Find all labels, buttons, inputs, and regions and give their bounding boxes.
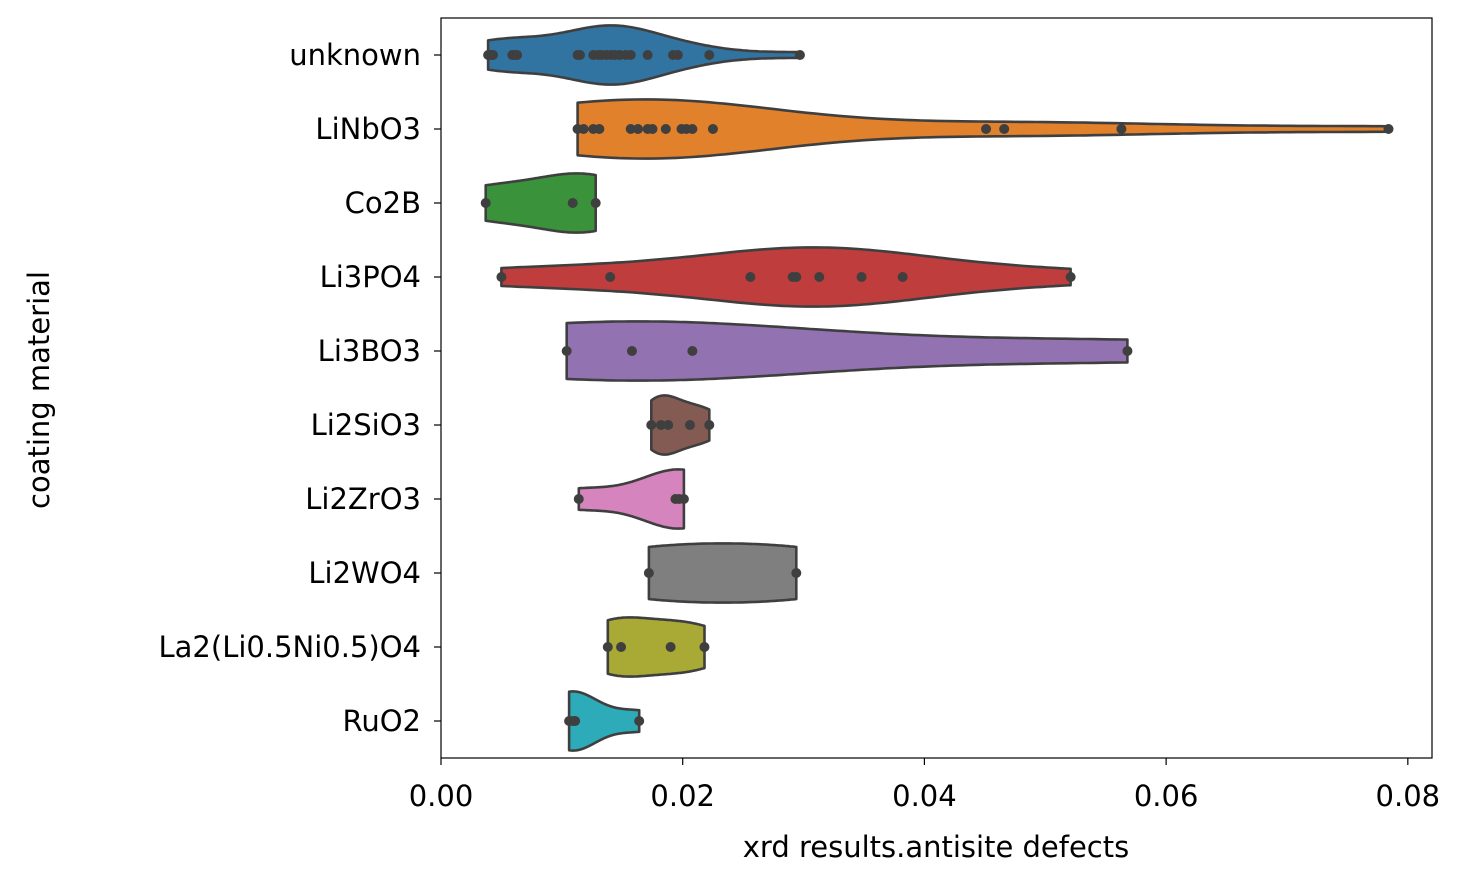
data-point xyxy=(791,272,802,282)
data-point xyxy=(665,642,676,652)
data-point xyxy=(707,124,718,134)
data-point xyxy=(687,124,698,134)
y-tick-label: Co2B xyxy=(345,186,421,220)
data-point xyxy=(1116,124,1127,134)
y-tick-label: RuO2 xyxy=(342,704,421,738)
data-point xyxy=(1122,346,1133,356)
data-point xyxy=(625,50,636,60)
data-point xyxy=(672,50,683,60)
data-point xyxy=(897,272,908,282)
data-point xyxy=(574,50,585,60)
x-tick-label: 0.00 xyxy=(409,779,474,813)
data-point xyxy=(646,420,657,430)
y-tick-label: La2(Li0.5Ni0.5)O4 xyxy=(159,630,422,664)
data-point xyxy=(794,50,805,60)
x-tick-label: 0.08 xyxy=(1376,779,1441,813)
data-point xyxy=(634,716,645,726)
violin-Li3BO3 xyxy=(565,320,1129,382)
violin-Li2WO4 xyxy=(647,542,798,604)
violin-Li2SiO3 xyxy=(649,394,711,456)
data-point xyxy=(663,420,674,430)
y-ticks: unknown LiNbO3 Co2B Li3PO4 Li3BO3 Li2SiO3 Li2Z… xyxy=(159,38,441,738)
violin-Li3PO4 xyxy=(500,246,1072,308)
data-point xyxy=(496,272,507,282)
data-point xyxy=(578,124,589,134)
data-point xyxy=(590,198,601,208)
x-tick-label: 0.06 xyxy=(1134,779,1199,813)
violin-Co2B xyxy=(484,172,598,234)
data-point xyxy=(602,642,613,652)
y-tick-label: LiNbO3 xyxy=(315,112,421,146)
data-point xyxy=(632,124,643,134)
data-point xyxy=(684,420,695,430)
data-point xyxy=(660,124,671,134)
data-point xyxy=(573,494,584,504)
x-ticks: 0.00 0.02 0.04 0.06 0.08 xyxy=(409,758,1440,813)
data-point xyxy=(625,124,636,134)
y-tick-label: Li3BO3 xyxy=(318,334,421,368)
data-point xyxy=(480,198,491,208)
violin-Li2ZrO3 xyxy=(577,468,686,530)
y-tick-label: unknown xyxy=(289,38,421,72)
data-point xyxy=(655,420,666,430)
data-point xyxy=(814,272,825,282)
plot-frame xyxy=(440,17,1433,759)
x-tick-label: 0.04 xyxy=(892,779,957,813)
violin-La2(Li0.5Ni0.5)O4 xyxy=(606,616,706,678)
data-point xyxy=(643,568,654,578)
y-tick-label: Li2ZrO3 xyxy=(305,482,421,516)
data-point xyxy=(616,642,627,652)
data-point xyxy=(687,346,698,356)
data-point xyxy=(626,346,637,356)
data-point xyxy=(981,124,992,134)
data-point xyxy=(567,198,578,208)
points xyxy=(480,50,1394,726)
data-point xyxy=(512,50,523,60)
x-axis-label: xrd results.antisite defects xyxy=(743,830,1129,864)
data-point xyxy=(704,420,715,430)
data-point xyxy=(999,124,1010,134)
data-point xyxy=(791,568,802,578)
data-point xyxy=(1065,272,1076,282)
y-tick-label: Li3PO4 xyxy=(320,260,421,294)
data-point xyxy=(642,50,653,60)
data-point xyxy=(605,272,616,282)
data-point xyxy=(856,272,867,282)
violin-RuO2 xyxy=(567,690,641,752)
data-point xyxy=(487,50,498,60)
data-point xyxy=(647,124,658,134)
data-point xyxy=(704,50,715,60)
y-axis-label: coating material xyxy=(22,271,56,509)
data-point xyxy=(699,642,710,652)
violins xyxy=(484,24,1390,752)
data-point xyxy=(1383,124,1394,134)
y-tick-label: Li2WO4 xyxy=(308,556,421,590)
data-point xyxy=(745,272,756,282)
data-point xyxy=(594,124,605,134)
y-tick-label: Li2SiO3 xyxy=(311,408,421,442)
x-tick-label: 0.02 xyxy=(650,779,715,813)
data-point xyxy=(678,494,689,504)
data-point xyxy=(561,346,572,356)
data-point xyxy=(570,716,581,726)
